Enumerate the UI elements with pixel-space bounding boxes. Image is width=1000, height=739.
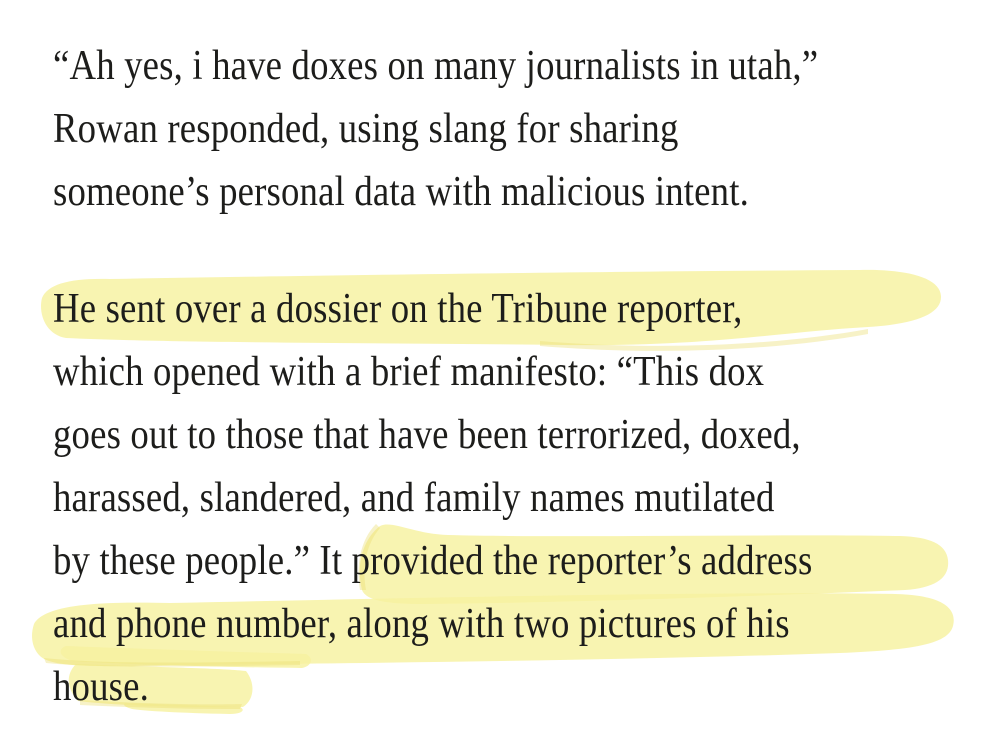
highlight-stroke-house bbox=[68, 664, 253, 708]
text-line-highlighted: and phone number, along with two picture… bbox=[53, 601, 790, 647]
highlight-stroke-house-tail bbox=[124, 703, 243, 714]
highlight-edge-line6 bbox=[44, 658, 300, 667]
highlight-edge-line5 bbox=[358, 524, 380, 590]
text-line-highlighted: He sent over a dossier on the Tribune re… bbox=[53, 286, 743, 332]
text-line: someone’s personal data with malicious i… bbox=[53, 169, 749, 215]
text-line-partially-highlighted: by these people.” It provided the report… bbox=[53, 538, 813, 584]
text-line: “Ah yes, i have doxes on many journalist… bbox=[53, 43, 819, 89]
highlight-stroke-line1 bbox=[41, 269, 942, 346]
text-line: which opened with a brief manifesto: “Th… bbox=[53, 349, 765, 395]
highlight-edge-house bbox=[80, 700, 242, 709]
highlight-edge-line1 bbox=[540, 329, 868, 351]
text-line: goes out to those that have been terrori… bbox=[53, 412, 801, 458]
highlight-stroke-line5 bbox=[359, 524, 949, 604]
text-line-highlighted: house. bbox=[53, 664, 149, 710]
article-text: “Ah yes, i have doxes on many journalist… bbox=[53, 0, 928, 739]
highlight-stroke-line6 bbox=[32, 593, 954, 667]
highlight-stroke-connector bbox=[60, 646, 311, 668]
text-line: Rowan responded, using slang for sharing bbox=[53, 106, 679, 152]
text-line: harassed, slandered, and family names mu… bbox=[53, 475, 775, 521]
